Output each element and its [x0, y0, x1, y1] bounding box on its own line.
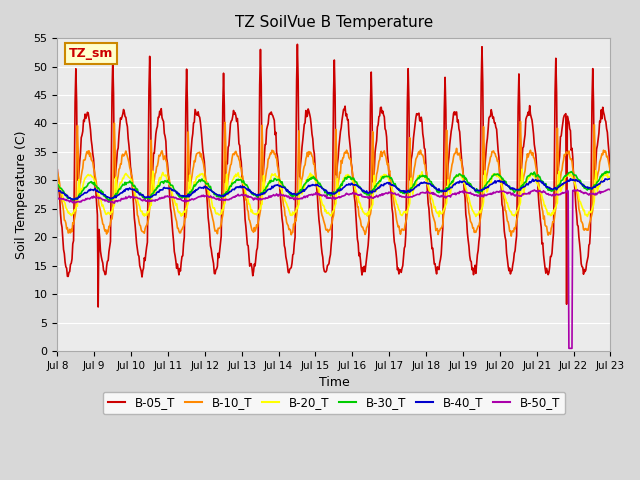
B-20_T	[435, 214, 443, 219]
B-30_T	[607, 170, 614, 176]
B-30_T	[402, 190, 410, 195]
B-20_T	[63, 207, 71, 213]
Text: TZ_sm: TZ_sm	[68, 47, 113, 60]
B-20_T	[177, 211, 184, 217]
B-40_T	[607, 176, 614, 182]
B-05_T	[403, 177, 410, 183]
B-40_T	[177, 193, 185, 199]
B-30_T	[121, 180, 129, 185]
B-50_T	[54, 194, 61, 200]
B-10_T	[516, 119, 524, 124]
B-40_T	[207, 187, 214, 192]
B-05_T	[54, 167, 61, 173]
B-50_T	[565, 346, 573, 351]
B-50_T	[177, 196, 184, 202]
B-05_T	[63, 274, 71, 279]
B-05_T	[207, 243, 214, 249]
B-50_T	[401, 194, 409, 200]
Line: B-05_T: B-05_T	[58, 44, 611, 307]
B-05_T	[94, 304, 102, 310]
B-50_T	[605, 186, 612, 192]
Legend: B-05_T, B-10_T, B-20_T, B-30_T, B-40_T, B-50_T: B-05_T, B-10_T, B-20_T, B-30_T, B-40_T, …	[103, 392, 565, 414]
B-10_T	[54, 170, 61, 176]
B-30_T	[207, 183, 214, 189]
B-50_T	[63, 197, 71, 203]
B-10_T	[508, 233, 515, 239]
B-05_T	[121, 114, 129, 120]
B-20_T	[120, 173, 128, 179]
B-05_T	[419, 131, 427, 137]
Line: B-40_T: B-40_T	[58, 179, 611, 200]
Line: B-30_T: B-30_T	[58, 171, 611, 202]
Title: TZ SoilVue B Temperature: TZ SoilVue B Temperature	[235, 15, 433, 30]
X-axis label: Time: Time	[319, 376, 349, 389]
B-20_T	[401, 210, 409, 216]
Y-axis label: Soil Temperature (C): Soil Temperature (C)	[15, 131, 28, 259]
B-20_T	[206, 193, 214, 199]
Line: B-20_T: B-20_T	[58, 169, 611, 216]
B-40_T	[63, 193, 71, 199]
B-05_T	[177, 259, 185, 265]
B-50_T	[120, 196, 128, 202]
Line: B-50_T: B-50_T	[58, 189, 611, 348]
B-40_T	[121, 188, 129, 194]
B-40_T	[566, 176, 574, 181]
B-05_T	[607, 168, 614, 174]
B-30_T	[606, 168, 614, 174]
Line: B-10_T: B-10_T	[58, 121, 611, 236]
B-10_T	[63, 225, 71, 230]
B-30_T	[63, 195, 71, 201]
B-20_T	[518, 167, 526, 172]
B-20_T	[54, 178, 61, 184]
B-10_T	[401, 222, 409, 228]
B-40_T	[418, 180, 426, 186]
B-30_T	[105, 199, 113, 205]
B-10_T	[417, 151, 425, 156]
B-10_T	[607, 169, 614, 175]
B-30_T	[177, 193, 185, 199]
B-10_T	[206, 203, 214, 208]
B-40_T	[54, 188, 61, 193]
B-10_T	[120, 152, 128, 158]
B-50_T	[206, 194, 214, 200]
B-30_T	[54, 181, 61, 187]
B-20_T	[607, 178, 614, 183]
B-05_T	[294, 41, 301, 47]
B-50_T	[607, 187, 614, 192]
B-40_T	[70, 197, 77, 203]
B-20_T	[417, 172, 425, 178]
B-10_T	[177, 230, 184, 236]
B-50_T	[417, 190, 425, 196]
B-40_T	[402, 190, 410, 195]
B-30_T	[418, 173, 426, 179]
